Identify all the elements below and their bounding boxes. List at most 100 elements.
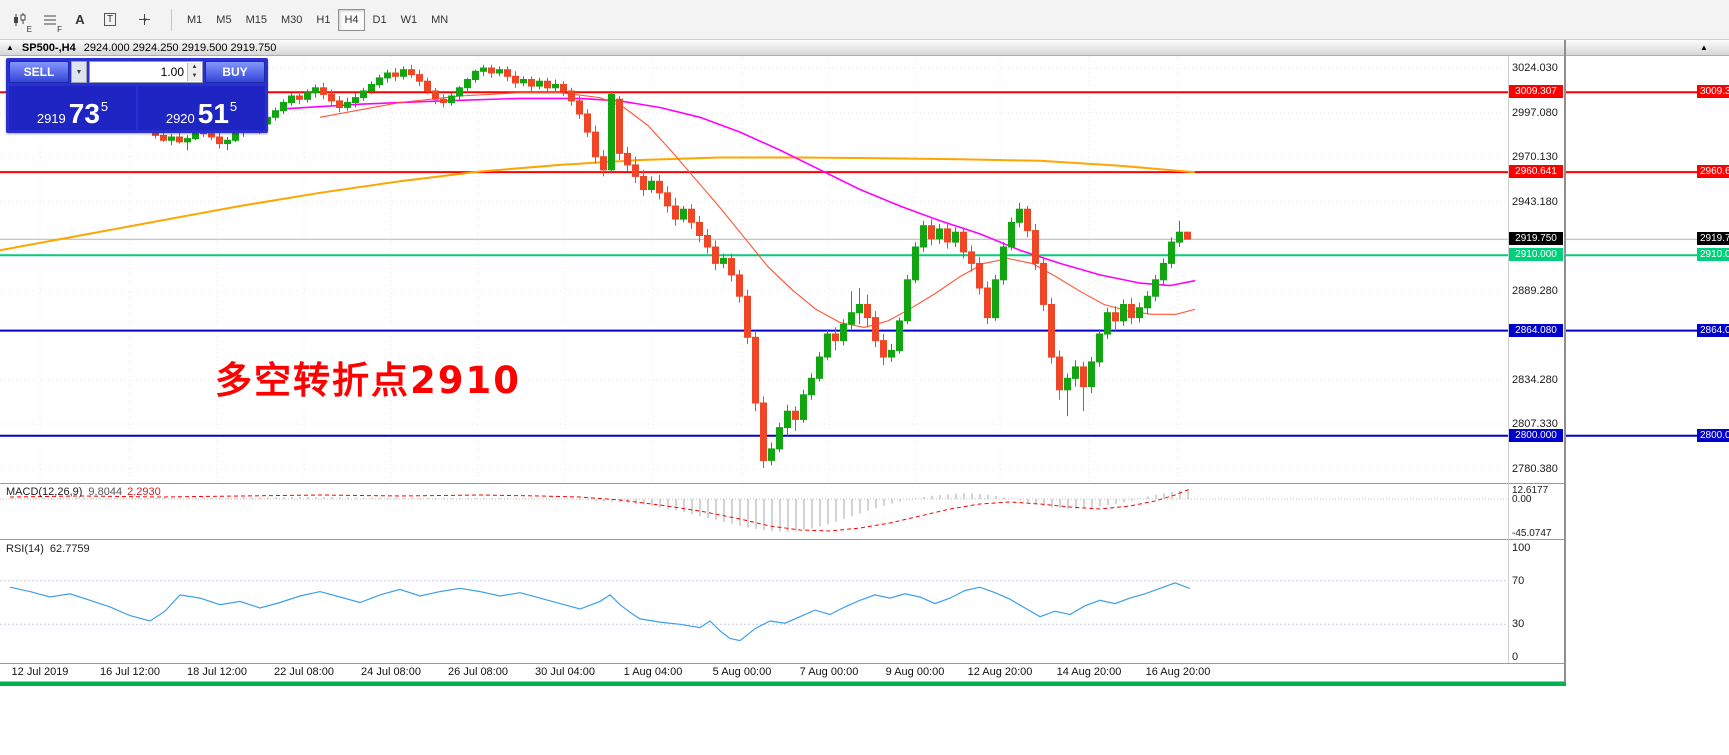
- time-axis-label: 16 Aug 20:00: [1145, 666, 1211, 678]
- bottom-green-strip: [0, 682, 1566, 686]
- timeframe-button-h1[interactable]: H1: [316, 13, 331, 26]
- candle-body: [208, 133, 215, 138]
- icon-sub-label: E: [26, 24, 32, 34]
- toolbar: E F A T ▾ M1 M5 M15 M30 H1 H4 D1 W1 MN: [0, 0, 1729, 40]
- collapse-icon[interactable]: ▲: [1700, 43, 1708, 52]
- candle-body: [576, 100, 583, 115]
- macd-signal-line: [9, 488, 1191, 532]
- time-axis-label: 7 Aug 00:00: [799, 666, 859, 678]
- chart-window-header[interactable]: ▲ SP500-,H4 2924.000 2924.250 2919.500 2…: [0, 40, 1566, 56]
- candle-body: [288, 95, 295, 104]
- candle-body: [328, 93, 335, 102]
- candle-body: [560, 84, 567, 92]
- ask-price[interactable]: 2920 51 5: [138, 86, 265, 130]
- timeframe-button-h4[interactable]: H4: [338, 8, 365, 31]
- candle-body: [1152, 279, 1159, 297]
- main-chart-plot[interactable]: [0, 56, 1508, 483]
- candle-body: [488, 67, 495, 74]
- candle-body: [624, 152, 631, 166]
- candle-body: [1184, 231, 1191, 240]
- timeframe-button-m1[interactable]: M1: [187, 13, 203, 26]
- candle-body: [736, 274, 743, 297]
- candlestick-chart-icon[interactable]: E: [6, 7, 34, 34]
- candlestick-glyph: [14, 12, 26, 26]
- window-divider[interactable]: [1564, 40, 1566, 682]
- timeframe-button-d1[interactable]: D1: [372, 13, 387, 26]
- crosshair-glyph: [138, 14, 150, 25]
- macd-signal-value: 2.2930: [127, 486, 161, 498]
- candle-body: [408, 69, 415, 76]
- time-axis-label: 12 Jul 2019: [11, 666, 69, 678]
- collapse-icon[interactable]: ▲: [6, 43, 14, 52]
- macd-axis-label: -45.0747: [1512, 528, 1552, 539]
- ask-main: 51: [197, 98, 229, 130]
- price-axis-label: 2970.130: [1512, 151, 1558, 163]
- candle-body: [496, 69, 503, 74]
- timeframe-button-w1[interactable]: W1: [400, 13, 418, 26]
- macd-label: MACD(12,26,9) 9.8044 2.2930: [6, 486, 161, 498]
- toolbar-separator: [171, 8, 172, 31]
- candle-body: [440, 98, 447, 103]
- candle-body: [816, 356, 823, 379]
- candle-body: [472, 70, 479, 81]
- candle-body: [272, 110, 279, 118]
- candle-body: [400, 69, 407, 77]
- rsi-plot[interactable]: [0, 540, 1508, 663]
- icon-sub-label: F: [57, 24, 62, 34]
- macd-plot[interactable]: [0, 484, 1508, 539]
- candle-body: [392, 72, 399, 77]
- macd-splitter[interactable]: [0, 483, 1566, 484]
- second-chart-plot[interactable]: [1566, 56, 1729, 483]
- candle-body: [1032, 230, 1039, 264]
- candle-body: [176, 136, 183, 143]
- candle-body: [984, 287, 991, 319]
- timeframe-button-mn[interactable]: MN: [431, 13, 449, 26]
- candle-body: [1080, 366, 1087, 388]
- candle-body: [584, 113, 591, 133]
- price-axis-label: 2780.380: [1512, 463, 1558, 475]
- timeframe-button-m5[interactable]: M5: [216, 13, 232, 26]
- candle-body: [424, 80, 431, 92]
- volume-stepper[interactable]: ▲ ▼: [187, 63, 201, 81]
- candle-body: [888, 349, 895, 358]
- candle-body: [992, 279, 999, 319]
- time-axis-label: 26 Jul 08:00: [448, 666, 508, 678]
- rsi-axis-label: 0: [1512, 651, 1519, 663]
- candle-body: [632, 164, 639, 177]
- second-chart-area[interactable]: [1566, 56, 1729, 682]
- timeframe-button-m15[interactable]: M15: [245, 13, 267, 26]
- buy-button[interactable]: BUY: [205, 61, 265, 83]
- time-axis-label: 18 Jul 12:00: [187, 666, 247, 678]
- candle-body: [480, 67, 487, 72]
- candle-body: [664, 192, 671, 207]
- bar-chart-icon[interactable]: F: [36, 7, 64, 34]
- candle-body: [1064, 377, 1071, 391]
- price-tag-right-2910.000: 2910.000: [1697, 248, 1729, 261]
- timeframe-button-m30[interactable]: M30: [280, 13, 303, 26]
- macd-name: MACD(12,26,9): [6, 486, 83, 498]
- volume-input[interactable]: 1.00 ▲ ▼: [89, 61, 203, 83]
- second-chart-window-header[interactable]: ▲: [1566, 40, 1729, 56]
- textbox-tool-icon[interactable]: T: [96, 7, 124, 33]
- candle-body: [696, 221, 703, 236]
- candle-body: [376, 77, 383, 86]
- order-type-dropdown[interactable]: ▼: [71, 61, 87, 83]
- price-axis-label: 2834.280: [1512, 374, 1558, 386]
- volume-up-icon[interactable]: ▲: [188, 63, 201, 72]
- chart-ohlc-values: 2924.000 2924.250 2919.500 2919.750: [83, 41, 277, 54]
- text-tool-icon[interactable]: A: [66, 7, 94, 33]
- candle-body: [352, 97, 359, 103]
- candle-body: [744, 295, 751, 338]
- candle-body: [760, 402, 767, 461]
- candle-body: [1104, 312, 1111, 335]
- crosshair-tool-icon[interactable]: ▾: [126, 7, 162, 33]
- candle-body: [1000, 246, 1007, 281]
- sell-button[interactable]: SELL: [9, 61, 69, 83]
- price-tag-3009.307: 3009.307: [1509, 85, 1563, 98]
- volume-down-icon[interactable]: ▼: [188, 72, 201, 81]
- bid-price[interactable]: 2919 73 5: [9, 86, 136, 130]
- candle-body: [640, 175, 647, 190]
- candle-body: [920, 225, 927, 248]
- rsi-splitter[interactable]: [0, 539, 1566, 540]
- candle-body: [568, 90, 575, 102]
